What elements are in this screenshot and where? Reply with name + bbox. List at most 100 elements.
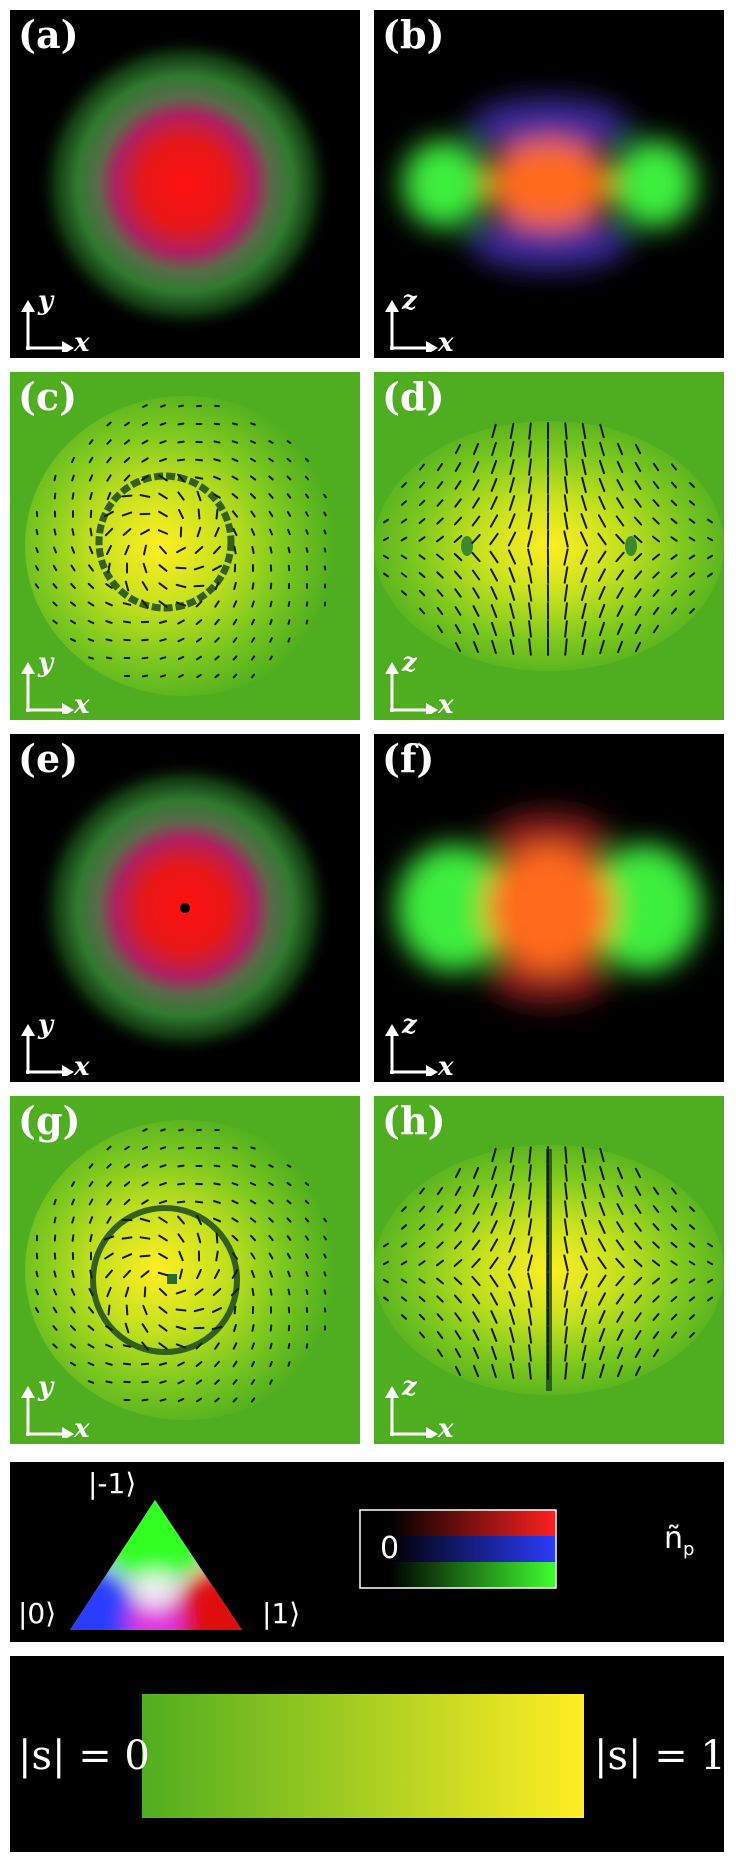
spin-arrow xyxy=(251,582,255,590)
spin-arrow xyxy=(141,1398,149,1402)
spin-arrow xyxy=(453,534,463,544)
spin-arrow xyxy=(231,440,239,444)
spin-arrow xyxy=(490,496,498,510)
spin-arrow xyxy=(616,479,624,491)
spin-arrow xyxy=(509,1182,515,1200)
axis-y-label: y xyxy=(38,286,54,316)
spin-arrow xyxy=(652,1186,660,1196)
spin-arrow xyxy=(231,1217,239,1223)
spin-arrow xyxy=(304,493,310,499)
spin-arrow xyxy=(214,1360,220,1368)
spin-arrow xyxy=(158,457,168,463)
spin-arrow xyxy=(88,1287,94,1297)
spin-arrow xyxy=(124,580,130,592)
spin-arrow xyxy=(670,1331,678,1339)
spin-arrow xyxy=(214,655,220,661)
spin-arrow xyxy=(141,599,149,609)
spin-arrow xyxy=(454,1204,462,1214)
spin-arrow xyxy=(597,514,607,528)
spin-arrow xyxy=(633,552,643,562)
spin-arrow xyxy=(400,1278,408,1284)
spin-arrow xyxy=(670,589,678,597)
spin-arrow xyxy=(122,620,132,624)
spin-arrow xyxy=(142,562,148,574)
spin-arrow xyxy=(196,490,202,502)
spin-arrow xyxy=(436,606,444,616)
spin-domain-wall xyxy=(95,472,235,612)
spin-arrow xyxy=(527,530,533,548)
panel-f-image xyxy=(374,734,724,1082)
spin-arrow xyxy=(140,1270,150,1278)
spin-arrow xyxy=(579,1255,589,1271)
spin-arrow xyxy=(436,1241,444,1249)
spin-arrow xyxy=(269,1324,273,1332)
spin-arrow xyxy=(634,641,642,653)
spin-arrow xyxy=(89,1269,93,1279)
spin-arrow xyxy=(125,1304,129,1316)
spin-arrow xyxy=(123,1163,131,1169)
spin-arrow xyxy=(35,1252,39,1260)
spin-arrow xyxy=(250,1270,256,1278)
spin-arrow xyxy=(508,567,516,583)
spin-arrow xyxy=(233,1305,237,1315)
spin-arrow xyxy=(598,603,606,619)
spin-arrow xyxy=(400,518,408,524)
spin-arrow xyxy=(159,1182,167,1186)
spin-arrow xyxy=(178,508,184,520)
spin-arrow xyxy=(634,443,642,455)
density-profile xyxy=(402,98,696,270)
spin-arrow xyxy=(597,1256,607,1270)
spin-arrow xyxy=(121,511,133,517)
spin-arrow xyxy=(616,1203,624,1215)
spin-arrow xyxy=(634,1222,642,1232)
spin-arrow xyxy=(269,1360,273,1368)
spin-arrow xyxy=(52,1306,58,1314)
spin-arrow xyxy=(194,1200,204,1204)
spin-arrow xyxy=(652,1241,660,1249)
spin-arrow xyxy=(688,518,696,524)
spin-arrow xyxy=(35,1288,39,1296)
spin-arrow xyxy=(491,441,497,457)
spin-arrow xyxy=(454,462,462,472)
spin-arrow xyxy=(652,624,660,634)
spin-arrow xyxy=(652,517,660,525)
spin-arrow xyxy=(139,1254,151,1258)
spin-arrow xyxy=(490,1220,498,1234)
spin-arrow xyxy=(160,404,166,408)
spin-arrow xyxy=(563,584,569,602)
spin-arrow xyxy=(400,572,408,578)
spin-arrow xyxy=(250,510,256,518)
spin-arrow xyxy=(670,1278,678,1284)
spin-arrow xyxy=(453,570,463,580)
spin-arrow xyxy=(194,545,204,555)
spin-arrow xyxy=(509,1327,515,1343)
spin-arrow xyxy=(250,1252,256,1260)
spin-arrow xyxy=(177,473,185,483)
spin-arrow xyxy=(250,492,256,500)
spin-arrow xyxy=(157,1271,169,1277)
spin-arrow xyxy=(269,1342,273,1350)
spin-arrow xyxy=(453,1276,463,1286)
spin-arrow xyxy=(158,1306,168,1314)
spin-arrow xyxy=(436,589,444,597)
spin-arrow xyxy=(509,422,515,440)
panel-a-image xyxy=(10,10,360,358)
spin-arrow xyxy=(581,1362,587,1380)
spin-arrow xyxy=(688,1224,696,1230)
spin-arrow xyxy=(436,1205,444,1213)
spin-arrow xyxy=(580,1237,588,1253)
spin-arrow xyxy=(688,500,696,506)
spin-arrow xyxy=(508,1219,516,1235)
spin-arrow xyxy=(491,639,497,655)
spin-magnitude-gradient xyxy=(142,1694,584,1818)
spin-arrow xyxy=(418,1205,426,1213)
spin-arrow xyxy=(564,1146,568,1164)
spin-arrow xyxy=(454,1365,462,1377)
spin-arrow xyxy=(418,1331,426,1339)
spin-arrow xyxy=(670,536,678,542)
spin-arrow xyxy=(215,1250,219,1262)
spin-arrow xyxy=(53,1198,57,1206)
spin-arrow xyxy=(597,1238,607,1252)
spin-arrow xyxy=(158,1287,168,1297)
